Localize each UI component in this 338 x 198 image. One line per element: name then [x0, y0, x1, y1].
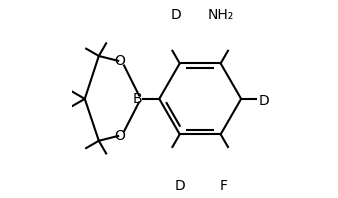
Text: D: D: [171, 8, 182, 22]
Text: D: D: [259, 94, 269, 108]
Text: NH₂: NH₂: [208, 8, 234, 22]
Text: O: O: [115, 54, 125, 68]
Text: B: B: [133, 92, 143, 106]
Text: D: D: [175, 179, 186, 193]
Text: O: O: [115, 129, 125, 143]
Text: F: F: [219, 179, 227, 193]
